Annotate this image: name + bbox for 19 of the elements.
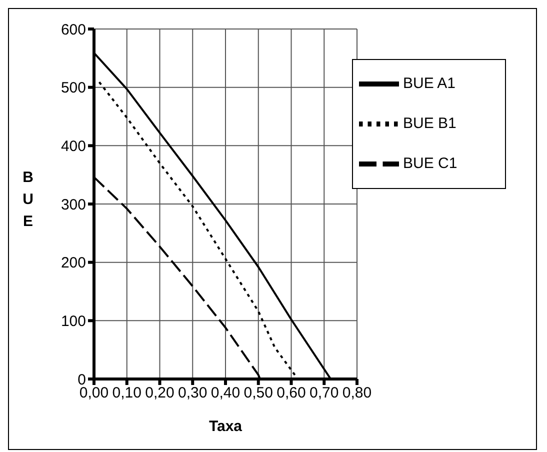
x-tick-label: 0,20: [145, 384, 174, 402]
y-tick-label: 100: [60, 312, 86, 330]
y-axis-title: BUE: [22, 169, 34, 230]
x-tick-label: 0,50: [244, 384, 273, 402]
y-tick-label: 500: [60, 80, 86, 97]
y-tick-label: 300: [60, 196, 86, 214]
x-tick-label: 0,30: [178, 384, 208, 402]
y-tick-label: 200: [60, 254, 86, 272]
y-tick-label: 600: [60, 21, 86, 38]
x-tick-label: 0,10: [112, 384, 142, 402]
x-axis-title: Taxa: [208, 418, 243, 435]
legend-label: BUE B1: [403, 115, 456, 132]
legend-label: BUE C1: [403, 155, 458, 172]
x-tick-label: 0,40: [210, 384, 240, 402]
legend-label: BUE A1: [403, 75, 456, 92]
x-tick-label: 0,80: [342, 384, 372, 402]
x-tick-label: 0,60: [276, 384, 306, 402]
y-tick-label: 400: [60, 138, 86, 155]
x-tick-label: 0,70: [310, 384, 339, 402]
